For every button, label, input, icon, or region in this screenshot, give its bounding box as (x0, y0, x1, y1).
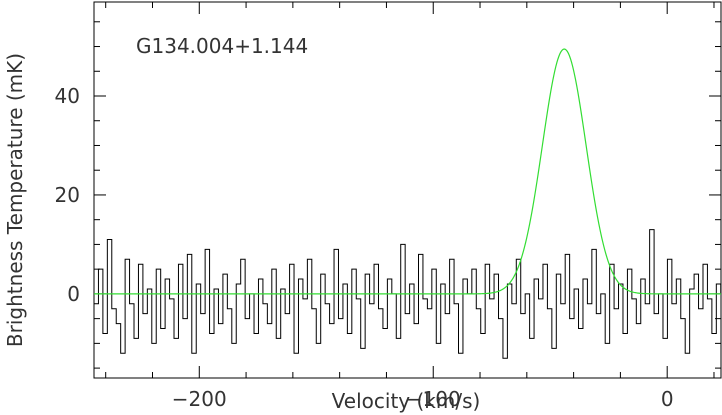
y-tick-label: 20 (55, 183, 80, 207)
x-axis-title: Velocity (km/s) (332, 389, 481, 413)
plot-frame (93, 1, 722, 379)
y-axis-ticks: 0 20 40 (55, 21, 721, 369)
y-tick-label: 0 (67, 282, 80, 306)
x-axis-ticks: −200 −100 0 (105, 2, 715, 411)
plot-border (93, 1, 722, 379)
y-axis-title: Brightness Temperature (mK) (3, 53, 27, 347)
series-layer (94, 48, 721, 359)
spectrum-histogram (94, 229, 721, 359)
x-tick-label: −200 (172, 387, 227, 411)
y-tick-label: 40 (55, 84, 80, 108)
source-annotation: G134.004+1.144 (136, 34, 308, 58)
gaussian-fit-line (94, 48, 721, 295)
x-tick-label: −100 (406, 387, 461, 411)
x-tick-label: 0 (661, 387, 674, 411)
